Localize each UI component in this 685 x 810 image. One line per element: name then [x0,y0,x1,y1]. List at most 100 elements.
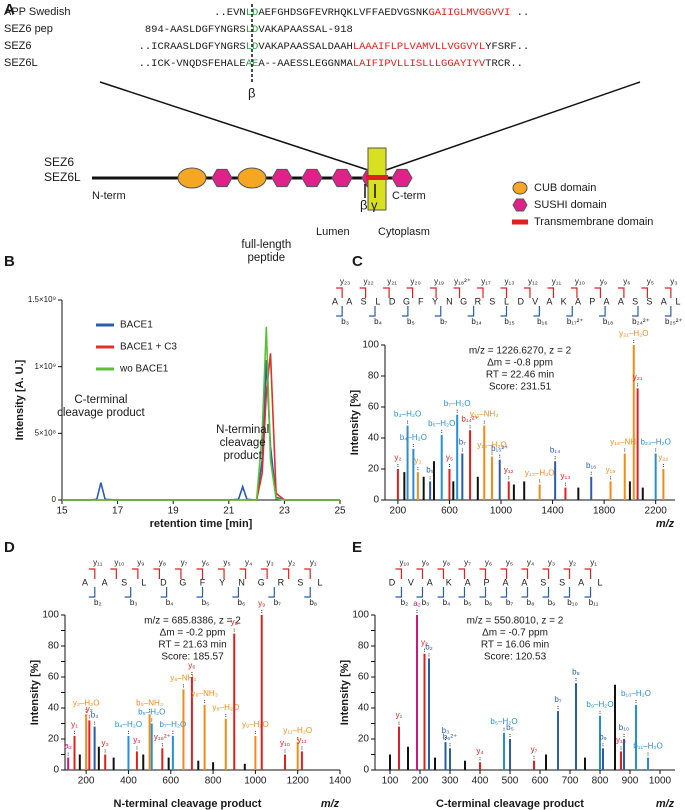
sequence-segment: GAIIGLMVGGVVI [428,7,510,19]
x-tick-label: 2200 [645,506,668,517]
ion-label: b₁₇²⁺ [567,317,584,326]
ion-bracket [416,587,424,598]
x-tick-label: 400 [472,776,489,787]
residue: A [332,296,338,306]
sequence-segment: 894-AASLDGFYNGRS [145,24,246,36]
ion-bracket [131,568,139,579]
ion-label: y₆ [202,558,209,567]
ion-label: y₃ [670,277,677,286]
residue: R [278,577,285,587]
ion-bracket [336,287,343,298]
residue: R [475,296,482,306]
sequence-segment: ..ICRAASLDGFYNGRS [139,41,246,53]
info-line: RT = 22.46 min [486,370,554,381]
panel-label: D [4,539,15,556]
residue: F [200,577,206,587]
panel-label: C [352,253,363,270]
residue: A [427,577,433,587]
ion-label: y₈ [443,558,450,567]
ion-bracket [547,287,555,298]
ion-bracket [479,587,487,598]
sequence-name: SEZ6 pep [4,23,53,35]
residue: N [238,577,245,587]
peak-label: b₆²⁺ [443,732,458,741]
ion-label: b₂ [401,598,409,607]
peak-label: b₁₀ [619,723,629,732]
ion-label: y₉ [422,558,429,567]
residue: S [646,296,652,306]
sequence-segment: ..EVN [214,7,246,19]
peak-label: b₇ [459,438,466,447]
info-line: RT = 16.06 min [481,640,549,651]
peak-label: y₁₁ [297,736,307,745]
legend-swatch [512,198,528,212]
protein-name: SEZ6 [44,155,74,169]
x-tick-label: 900 [622,776,639,787]
annotation: cleavage product [57,407,145,419]
ion-bracket [196,587,204,598]
residue: L [504,296,509,306]
ion-label: y₉ [600,277,607,286]
ion-label: b₁₀ [567,598,577,607]
x-tick-label: 17 [112,506,124,517]
ion-bracket [110,568,117,579]
ion-bracket [153,568,161,579]
ion-bracket [594,287,602,298]
peak-label: b₃ [91,711,99,720]
y-tick-label: 60 [368,402,380,413]
beta-label: β [360,197,367,212]
y-tick-label: 80 [48,641,60,652]
x-axis-label: m/z [656,798,675,810]
x-tick-label: 200 [78,776,95,787]
peak-label: y₁₉–NH₃ [610,438,639,447]
annotation: C-terminal [74,394,127,406]
ion-label: b₂ [94,598,102,607]
ion-bracket [479,568,487,579]
y-tick-label: 5×10⁸ [35,428,56,437]
sequence-right: DVAKAPAASSALDAAHLAAAIFLPLVAMVLLVGGVYLYFS… [252,41,529,53]
ion-bracket [500,306,508,317]
ion-label: y₁₂ [528,277,538,286]
residue: A [618,296,624,306]
ion-label: y₁₃ [505,277,515,286]
ion-bracket [641,287,648,298]
peak-label: b₇ [554,695,561,704]
ion-label: b₅ [202,598,210,607]
residue: G [403,296,410,306]
sushi-domain [391,168,413,188]
x-axis-label: m/z [656,518,675,530]
info-line: m/z = 685.8386, z = 2 [144,616,241,627]
ion-bracket [664,306,672,317]
panel-label: A [4,1,15,18]
ion-bracket [617,287,625,298]
panel-label: E [352,539,362,556]
ion-bracket [563,587,571,598]
ion-label: y₂₂ [364,277,374,286]
y-tick-label: 0 [52,495,57,504]
ion-bracket [401,306,409,317]
peak-label: y₂ [421,638,428,647]
sequence-segment: D [252,7,258,19]
sequence-segment: L [246,24,252,36]
ion-label: y₄ [527,558,534,567]
ion-label: b₅ [407,317,415,326]
peak-label: y₉ [258,599,265,608]
residue: A [546,296,552,306]
ion-label: b₇ [440,317,447,326]
sequence-left: ..ICRAASLDGFYNGRSL [139,41,252,53]
peak-label: y₁ [396,711,403,720]
peak-label: b₃–H₂O [394,410,421,419]
ion-label: y₁₁ [93,558,103,567]
gamma-label: γ [371,197,378,212]
residue: L [317,577,322,587]
ion-bracket [196,568,204,579]
ion-bracket [383,287,390,298]
ion-label: y₅ [223,558,230,567]
sequence-segment: E [252,58,258,70]
ion-label: y₃ [266,558,273,567]
panel-label: B [4,253,15,270]
sequence-segment: ..ICK-VNQDSFEHALE [139,58,246,70]
ion-label: y₃ [548,558,555,567]
x-tick-label: 300 [442,776,459,787]
peak-label: b₂ [425,643,433,652]
